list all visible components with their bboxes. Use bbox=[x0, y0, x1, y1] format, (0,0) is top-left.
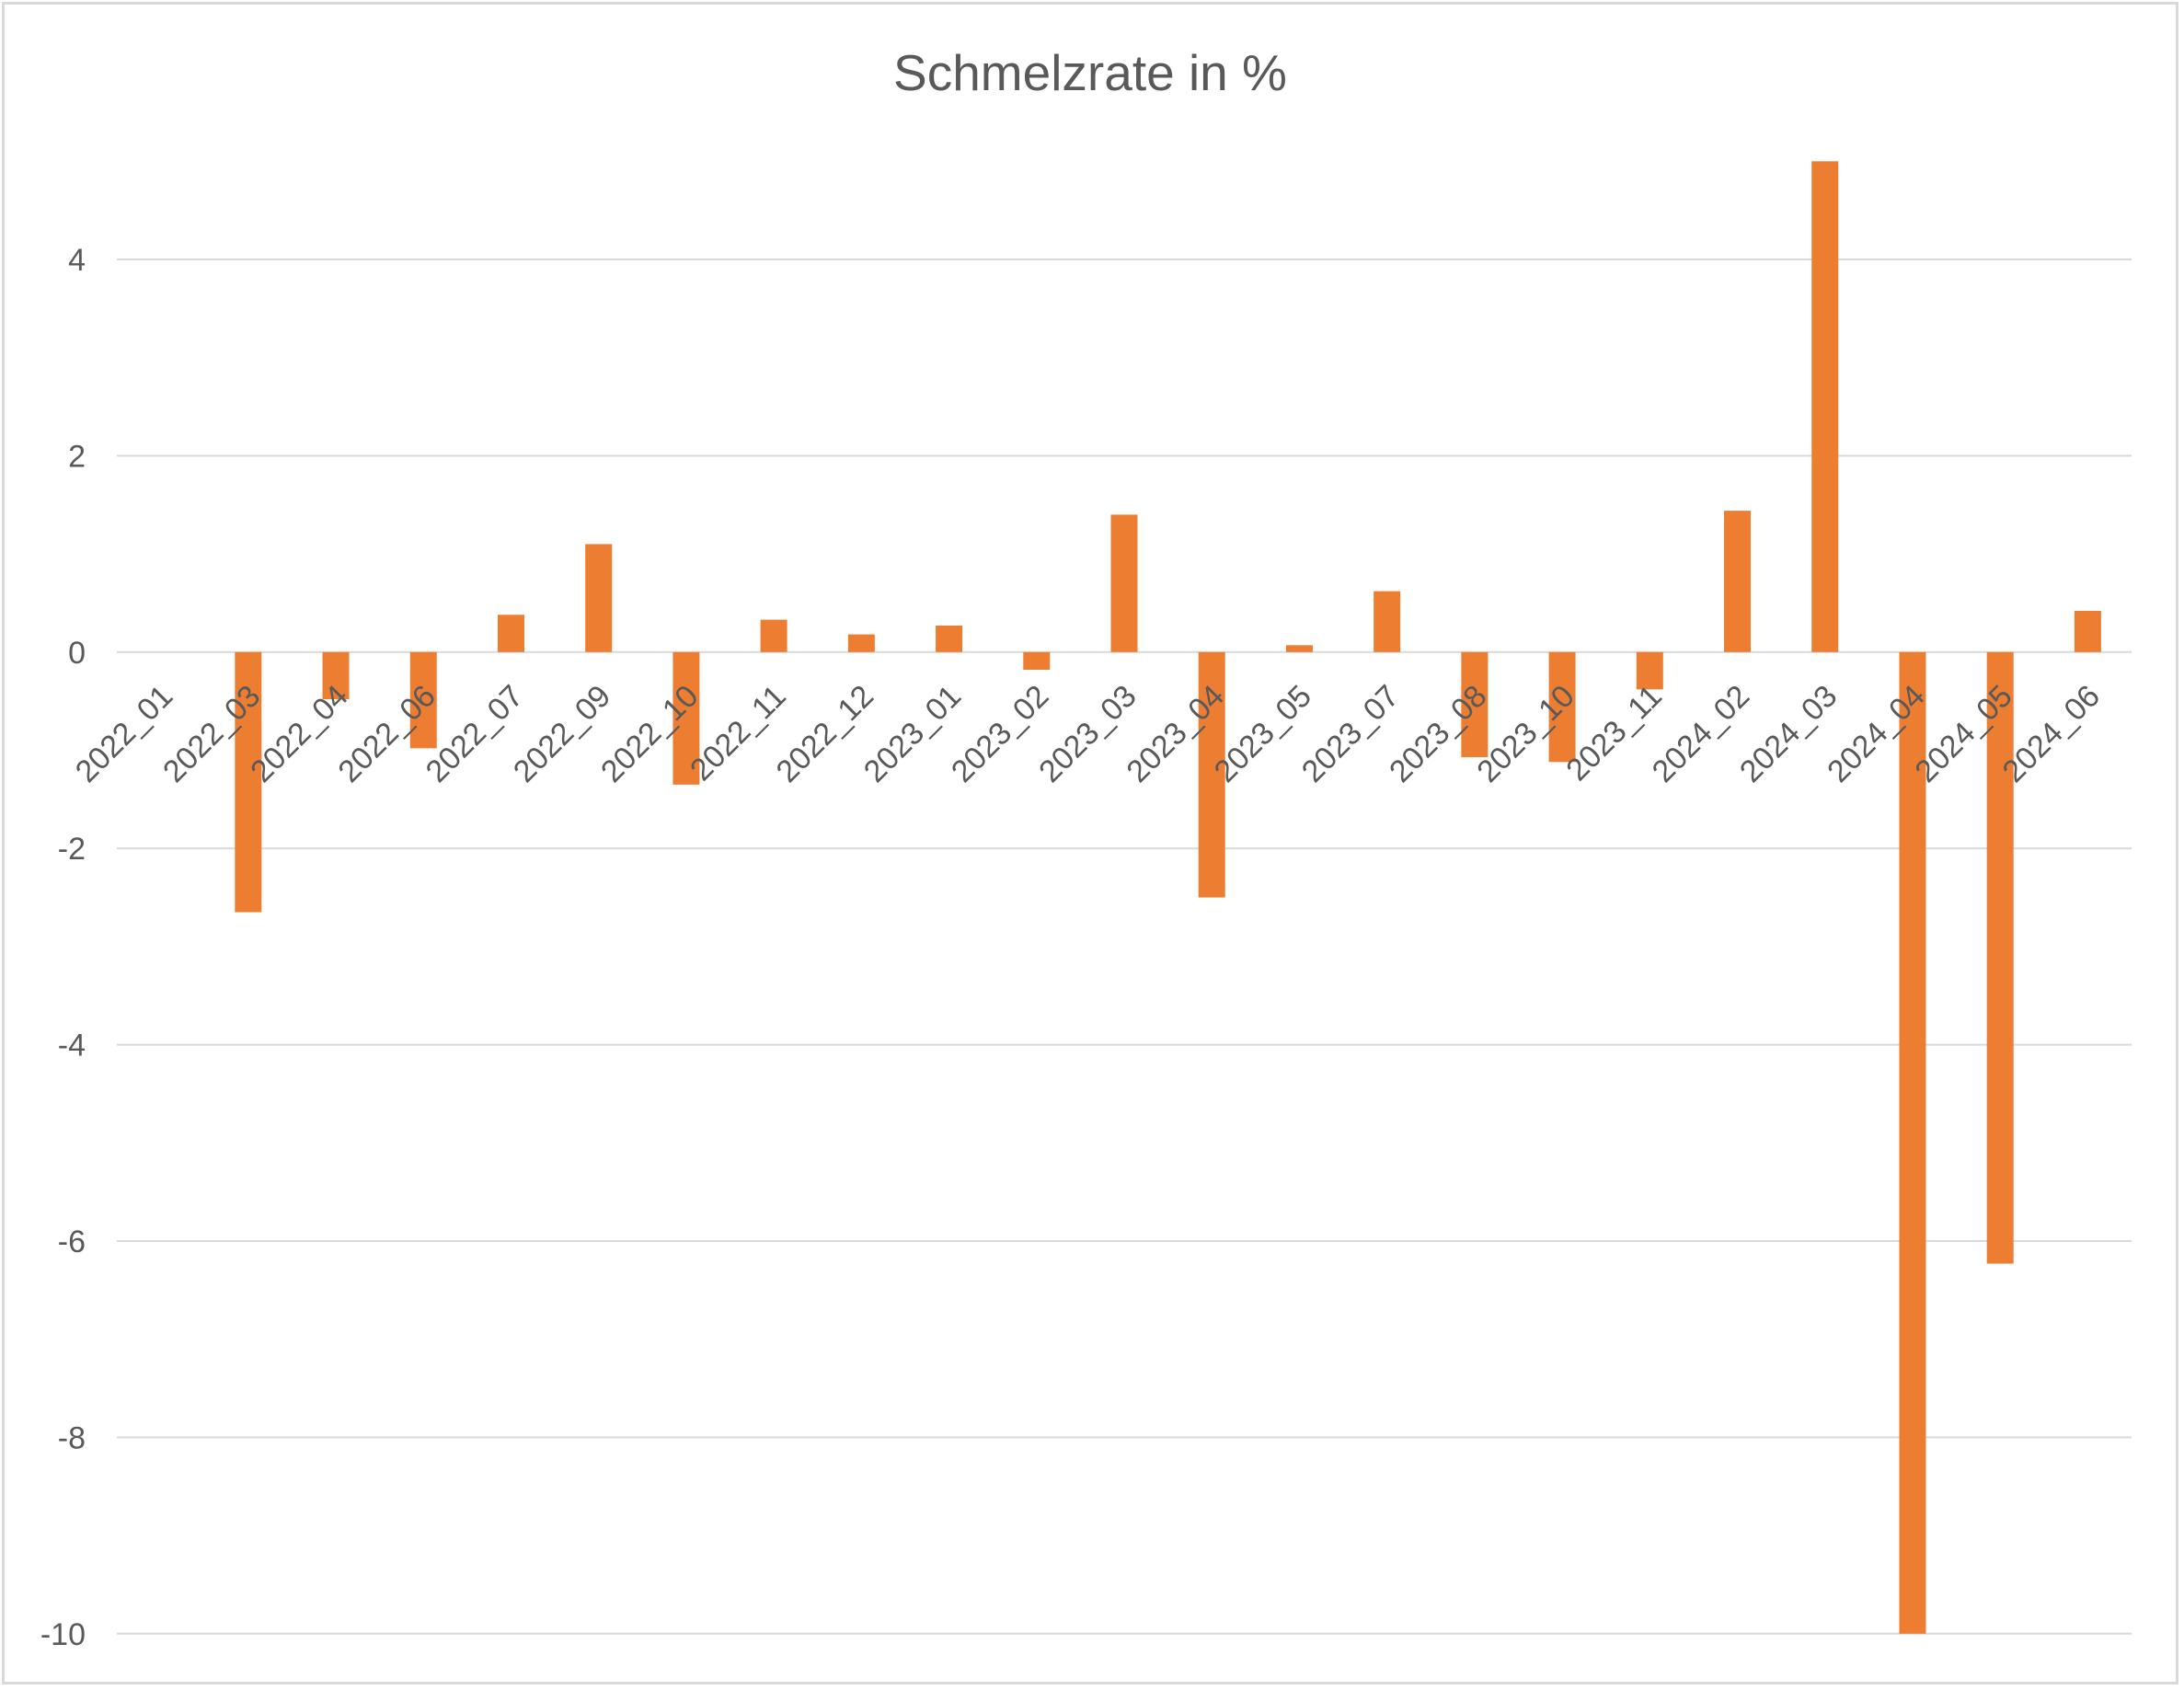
bar-2023_05 bbox=[1285, 645, 1313, 652]
bar-2023_02 bbox=[1023, 651, 1051, 671]
y-tick-label: -6 bbox=[58, 1224, 86, 1259]
bar-2024_04 bbox=[1899, 651, 1926, 1634]
x-category-label: 2024_02 bbox=[1646, 679, 1756, 789]
bar-2024_03 bbox=[1811, 161, 1839, 652]
bar-2022_07 bbox=[497, 615, 524, 652]
x-category-label: 2023_07 bbox=[1295, 679, 1406, 789]
x-category-label: 2023_03 bbox=[1032, 679, 1143, 789]
bar-2022_03 bbox=[235, 651, 262, 913]
chart-title: Schmelzrate in % bbox=[893, 44, 1287, 101]
y-tick-label: -10 bbox=[40, 1617, 86, 1652]
bar-2023_03 bbox=[1110, 514, 1138, 652]
bar-2023_10 bbox=[1548, 651, 1576, 763]
bar-2022_12 bbox=[847, 634, 875, 652]
bar-2022_06 bbox=[409, 651, 437, 749]
x-category-label: 2022_12 bbox=[770, 679, 880, 789]
x-category-label: 2023_02 bbox=[945, 679, 1055, 789]
y-tick-label: 0 bbox=[68, 636, 86, 671]
x-category-label: 2023_01 bbox=[857, 679, 968, 789]
bar-2023_08 bbox=[1461, 651, 1489, 757]
bar-2023_07 bbox=[1374, 591, 1401, 652]
x-category-label: 2024_03 bbox=[1733, 679, 1844, 789]
x-category-label: 2022_01 bbox=[69, 679, 179, 789]
y-tick-label: -4 bbox=[58, 1029, 86, 1063]
bar-2023_11 bbox=[1636, 651, 1663, 690]
bar-2024_06 bbox=[2074, 610, 2101, 652]
y-tick-label: -8 bbox=[58, 1420, 86, 1455]
bar-chart: 4 2 0 -2 -4 -6 -8 -10 2022_012022_032022_042022… bbox=[40, 161, 2132, 1652]
y-tick-label: 4 bbox=[68, 243, 86, 278]
bar-2024_05 bbox=[1986, 651, 2014, 1264]
x-axis-category-labels: 2022_012022_032022_042022_062022_072022_… bbox=[69, 679, 2107, 789]
bar-2024_02 bbox=[1724, 511, 1752, 652]
y-tick-label: 2 bbox=[68, 439, 86, 474]
x-category-label: 2022_09 bbox=[507, 679, 617, 789]
bar-2022_11 bbox=[760, 619, 787, 652]
bar-2022_04 bbox=[322, 651, 350, 700]
y-tick-label: -2 bbox=[58, 832, 86, 867]
bar-2023_04 bbox=[1198, 651, 1225, 898]
bar-2022_09 bbox=[585, 544, 613, 652]
bar-2023_01 bbox=[936, 625, 963, 652]
bar-2022_10 bbox=[672, 651, 700, 785]
bar-series bbox=[235, 161, 2101, 1634]
y-axis-tick-labels: 4 2 0 -2 -4 -6 -8 -10 bbox=[40, 243, 86, 1652]
